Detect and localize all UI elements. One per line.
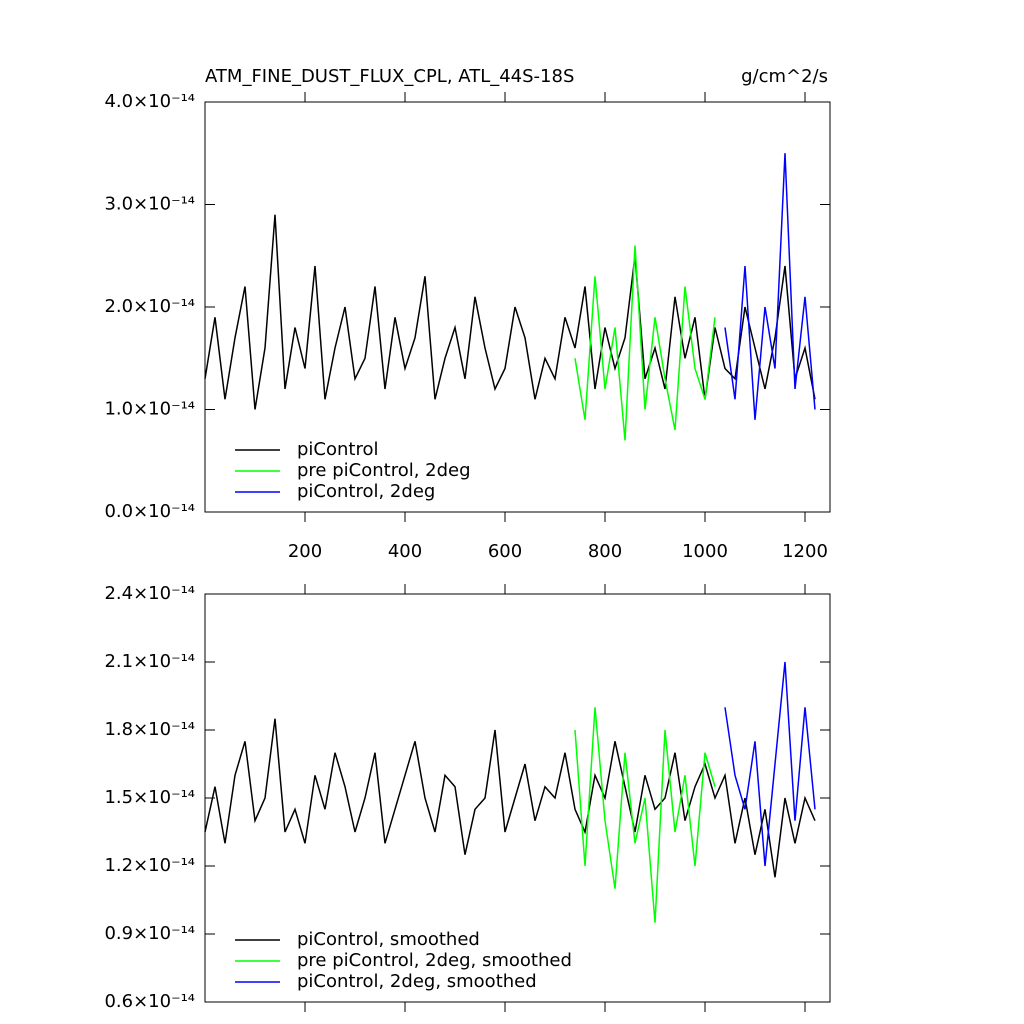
y-tick-label: 1.8×10⁻¹⁴ [104,719,195,740]
legend-label: piControl [297,439,379,460]
y-tick-label: 1.2×10⁻¹⁴ [104,855,195,876]
units-label: g/cm^2/s [741,66,828,87]
x-tick-label: 600 [488,541,522,562]
legend-label: piControl, 2deg, smoothed [297,971,537,992]
y-tick-label: 4.0×10⁻¹⁴ [104,91,195,112]
series-line [724,661,816,867]
legend-label: piControl, smoothed [297,929,480,950]
y-tick-label: 0.0×10⁻¹⁴ [104,501,195,522]
series-line [204,214,816,410]
chart-title: ATM_FINE_DUST_FLUX_CPL, ATL_44S-18S [205,66,574,87]
y-tick-label: 2.1×10⁻¹⁴ [104,651,195,672]
series-line [204,718,816,878]
legend-label: pre piControl, 2deg [297,460,471,481]
x-tick-label: 400 [388,541,422,562]
x-tick-label: 1000 [682,541,728,562]
series-line [724,153,816,420]
y-tick-label: 2.0×10⁻¹⁴ [104,296,195,317]
series-line [574,245,716,441]
y-tick-label: 0.6×10⁻¹⁴ [104,991,195,1012]
y-tick-label: 1.0×10⁻¹⁴ [104,399,195,420]
series-line [574,707,716,923]
x-tick-label: 800 [588,541,622,562]
y-tick-label: 2.4×10⁻¹⁴ [104,583,195,604]
y-tick-label: 3.0×10⁻¹⁴ [104,194,195,215]
y-tick-label: 1.5×10⁻¹⁴ [104,787,195,808]
x-tick-label: 200 [288,541,322,562]
legend-label: pre piControl, 2deg, smoothed [297,950,572,971]
legend-label: piControl, 2deg [297,481,435,502]
x-tick-label: 1200 [782,541,828,562]
y-tick-label: 0.9×10⁻¹⁴ [104,923,195,944]
